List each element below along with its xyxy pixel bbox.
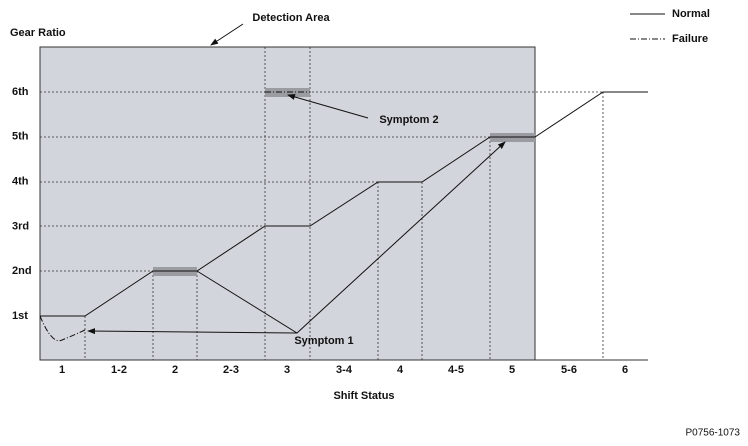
- symptom-2-label: Symptom 2: [379, 114, 438, 126]
- x-tick-label: 2: [172, 364, 178, 376]
- x-tick-label: 1: [59, 364, 65, 376]
- y-axis-label: Gear Ratio: [10, 27, 66, 39]
- x-axis-label: Shift Status: [333, 390, 394, 402]
- y-tick-label: 5th: [12, 131, 29, 143]
- y-tick-label: 1st: [12, 310, 28, 322]
- symptom-1-label: Symptom 1: [294, 335, 353, 347]
- legend-label: Failure: [672, 33, 708, 45]
- figure-id: P0756-1073: [686, 428, 741, 439]
- x-tick-label: 5: [509, 364, 515, 376]
- x-tick-label: 6: [622, 364, 628, 376]
- x-tick-label: 1-2: [111, 364, 127, 376]
- y-tick-label: 2nd: [12, 265, 32, 277]
- normal-line: [40, 91, 648, 317]
- x-tick-label: 4: [397, 364, 404, 376]
- grid: [40, 47, 604, 360]
- failure-marks: [39, 91, 535, 342]
- x-tick-label: 2-3: [223, 364, 239, 376]
- x-tick-label: 3: [284, 364, 290, 376]
- y-tick-label: 3rd: [12, 220, 29, 232]
- x-tick-label: 4-5: [448, 364, 464, 376]
- y-tick-label: 6th: [12, 86, 29, 98]
- x-tick-label: 5-6: [561, 364, 577, 376]
- x-tick-label: 3-4: [336, 364, 353, 376]
- arrows: [87, 23, 506, 335]
- legend-label: Normal: [672, 8, 710, 20]
- y-tick-label: 4th: [12, 176, 29, 188]
- detection-label: Detection Area: [252, 12, 330, 24]
